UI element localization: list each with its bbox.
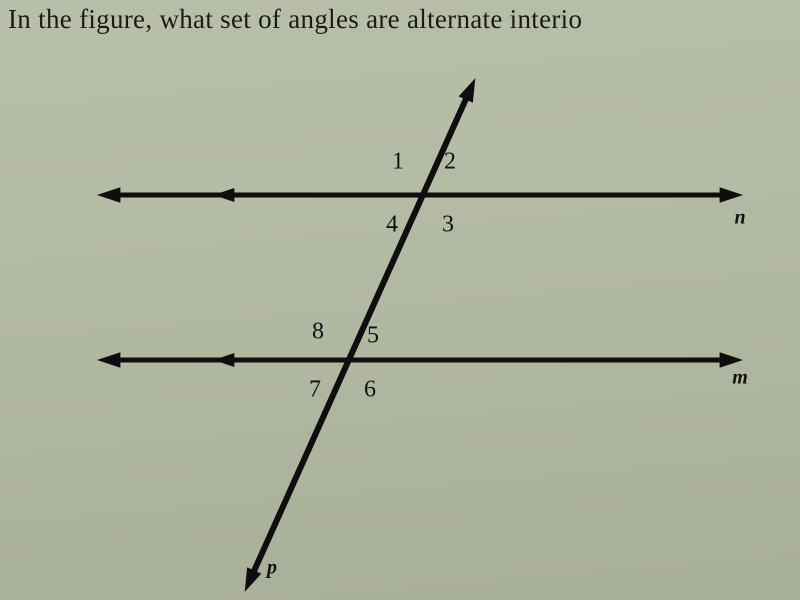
line-label-m: m bbox=[732, 367, 748, 390]
line-label-n: n bbox=[734, 207, 745, 230]
geometry-figure bbox=[0, 0, 800, 600]
angle-label-7: 7 bbox=[309, 377, 321, 404]
line-label-p: p bbox=[267, 557, 277, 580]
angle-label-1: 1 bbox=[392, 149, 404, 176]
angle-label-2: 2 bbox=[444, 149, 456, 176]
angle-label-4: 4 bbox=[386, 212, 398, 239]
angle-label-3: 3 bbox=[442, 212, 454, 239]
angle-label-6: 6 bbox=[364, 377, 376, 404]
angle-label-8: 8 bbox=[312, 319, 324, 346]
angle-label-5: 5 bbox=[367, 323, 379, 350]
